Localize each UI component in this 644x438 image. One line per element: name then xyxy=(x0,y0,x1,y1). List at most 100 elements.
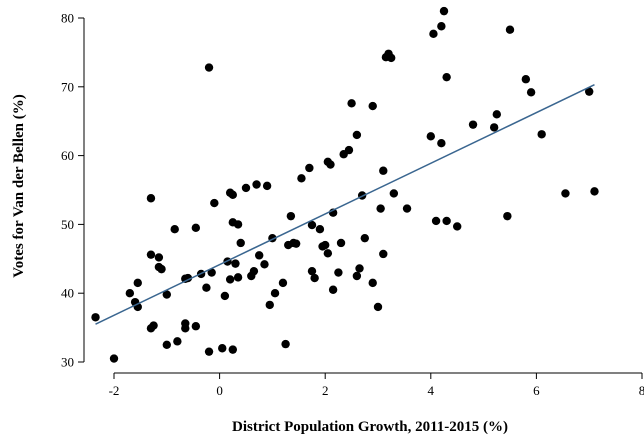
y-tick-label: 40 xyxy=(61,286,74,301)
data-point xyxy=(231,259,240,268)
x-tick-label: 8 xyxy=(639,383,644,398)
data-point xyxy=(334,268,343,277)
data-point xyxy=(368,101,377,111)
data-point xyxy=(310,273,319,283)
y-tick-label: 60 xyxy=(61,148,74,163)
data-point xyxy=(218,344,227,353)
data-point xyxy=(233,273,243,282)
data-point xyxy=(379,166,388,175)
data-point xyxy=(326,160,335,169)
data-point xyxy=(91,313,100,322)
trend-line xyxy=(95,84,595,325)
data-point xyxy=(468,120,478,129)
data-point xyxy=(133,278,142,288)
data-point xyxy=(181,319,190,328)
data-point xyxy=(355,264,364,273)
data-point xyxy=(453,222,462,231)
data-point xyxy=(305,163,314,173)
data-point xyxy=(265,300,274,310)
x-axis-label: District Population Growth, 2011-2015 (%… xyxy=(232,419,508,435)
data-point xyxy=(225,275,235,284)
data-point xyxy=(233,220,243,229)
data-point xyxy=(228,345,237,354)
data-point xyxy=(154,253,164,262)
data-point xyxy=(402,204,412,213)
data-point xyxy=(561,189,570,198)
data-point xyxy=(149,321,158,330)
data-points xyxy=(91,6,599,363)
data-point xyxy=(360,233,369,243)
data-point xyxy=(255,251,264,260)
y-axis: 30 40 50 60 70 80 xyxy=(61,11,85,370)
data-point xyxy=(489,123,499,132)
data-point xyxy=(109,354,119,363)
data-point xyxy=(437,139,446,148)
data-point xyxy=(368,278,377,288)
data-point xyxy=(162,340,171,349)
data-point xyxy=(352,271,362,281)
data-point xyxy=(157,264,166,274)
data-point xyxy=(431,216,441,226)
data-point xyxy=(336,238,346,248)
data-point xyxy=(260,260,269,269)
data-point xyxy=(236,238,245,248)
data-point xyxy=(146,194,156,203)
data-point xyxy=(228,190,237,200)
y-tick-label: 80 xyxy=(61,11,74,26)
data-point xyxy=(439,6,449,16)
data-point xyxy=(210,198,219,208)
x-tick-label: 0 xyxy=(216,383,223,398)
data-point xyxy=(297,174,306,183)
data-point xyxy=(526,88,536,97)
data-point xyxy=(537,130,546,139)
data-point xyxy=(373,302,383,312)
data-point xyxy=(442,216,451,226)
data-point xyxy=(315,225,325,234)
data-point xyxy=(307,220,317,230)
data-point xyxy=(162,290,171,299)
x-tick-label: 6 xyxy=(533,383,540,398)
data-point xyxy=(202,283,211,292)
data-point xyxy=(146,250,156,259)
data-point xyxy=(220,291,230,301)
data-point xyxy=(191,322,201,331)
data-point xyxy=(590,187,599,196)
data-point xyxy=(241,183,251,193)
data-point xyxy=(307,266,317,276)
data-point xyxy=(270,289,280,298)
y-axis-label: Votes for Van der Bellen (%) xyxy=(11,94,27,277)
data-point xyxy=(286,211,296,221)
data-point xyxy=(344,145,354,155)
data-point xyxy=(249,266,259,276)
data-point xyxy=(429,29,438,39)
x-tick-label: -2 xyxy=(109,383,120,398)
data-point xyxy=(204,63,214,72)
x-tick-label: 2 xyxy=(322,383,329,398)
data-point xyxy=(204,347,214,356)
data-point xyxy=(521,75,531,84)
data-point xyxy=(252,180,261,189)
y-tick-label: 50 xyxy=(61,217,74,232)
data-point xyxy=(291,239,301,248)
data-point xyxy=(376,204,385,213)
data-point xyxy=(442,72,451,82)
data-point xyxy=(173,337,182,346)
data-point xyxy=(505,25,515,34)
data-point xyxy=(321,240,330,250)
data-point xyxy=(170,225,179,234)
x-tick-label: 4 xyxy=(428,383,435,398)
data-point xyxy=(191,223,201,233)
data-point xyxy=(125,289,135,298)
data-point xyxy=(426,132,435,141)
data-point xyxy=(323,249,333,258)
x-axis: -2 0 2 4 6 8 xyxy=(109,372,644,398)
data-point xyxy=(281,339,290,349)
data-point xyxy=(437,22,446,31)
data-point xyxy=(492,110,501,119)
data-point xyxy=(352,130,362,140)
y-tick-label: 30 xyxy=(61,355,74,370)
data-point xyxy=(262,181,272,191)
data-point xyxy=(278,278,288,288)
data-point xyxy=(389,189,399,198)
